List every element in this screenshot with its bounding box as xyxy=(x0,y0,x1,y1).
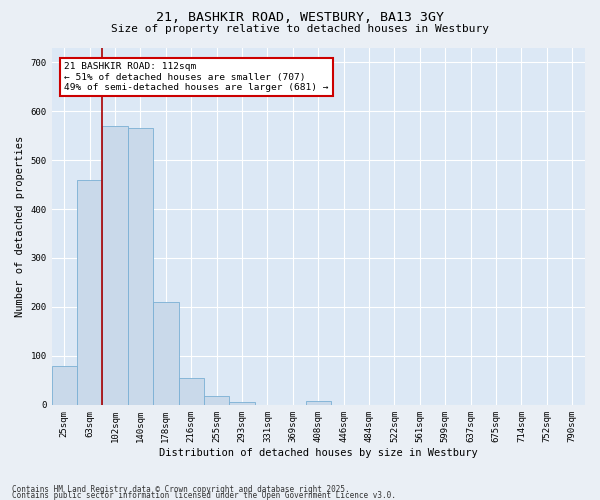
Bar xyxy=(128,128,153,405)
Bar xyxy=(103,126,128,405)
Text: Contains public sector information licensed under the Open Government Licence v3: Contains public sector information licen… xyxy=(12,491,396,500)
Bar xyxy=(229,402,255,405)
X-axis label: Distribution of detached houses by size in Westbury: Distribution of detached houses by size … xyxy=(159,448,478,458)
Text: Contains HM Land Registry data © Crown copyright and database right 2025.: Contains HM Land Registry data © Crown c… xyxy=(12,484,350,494)
Text: 21 BASHKIR ROAD: 112sqm
← 51% of detached houses are smaller (707)
49% of semi-d: 21 BASHKIR ROAD: 112sqm ← 51% of detache… xyxy=(64,62,329,92)
Bar xyxy=(204,396,229,405)
Bar xyxy=(153,302,179,405)
Bar xyxy=(179,378,204,405)
Bar xyxy=(52,366,77,405)
Text: Size of property relative to detached houses in Westbury: Size of property relative to detached ho… xyxy=(111,24,489,34)
Y-axis label: Number of detached properties: Number of detached properties xyxy=(15,136,25,317)
Text: 21, BASHKIR ROAD, WESTBURY, BA13 3GY: 21, BASHKIR ROAD, WESTBURY, BA13 3GY xyxy=(156,11,444,24)
Bar xyxy=(77,180,103,405)
Bar xyxy=(305,401,331,405)
